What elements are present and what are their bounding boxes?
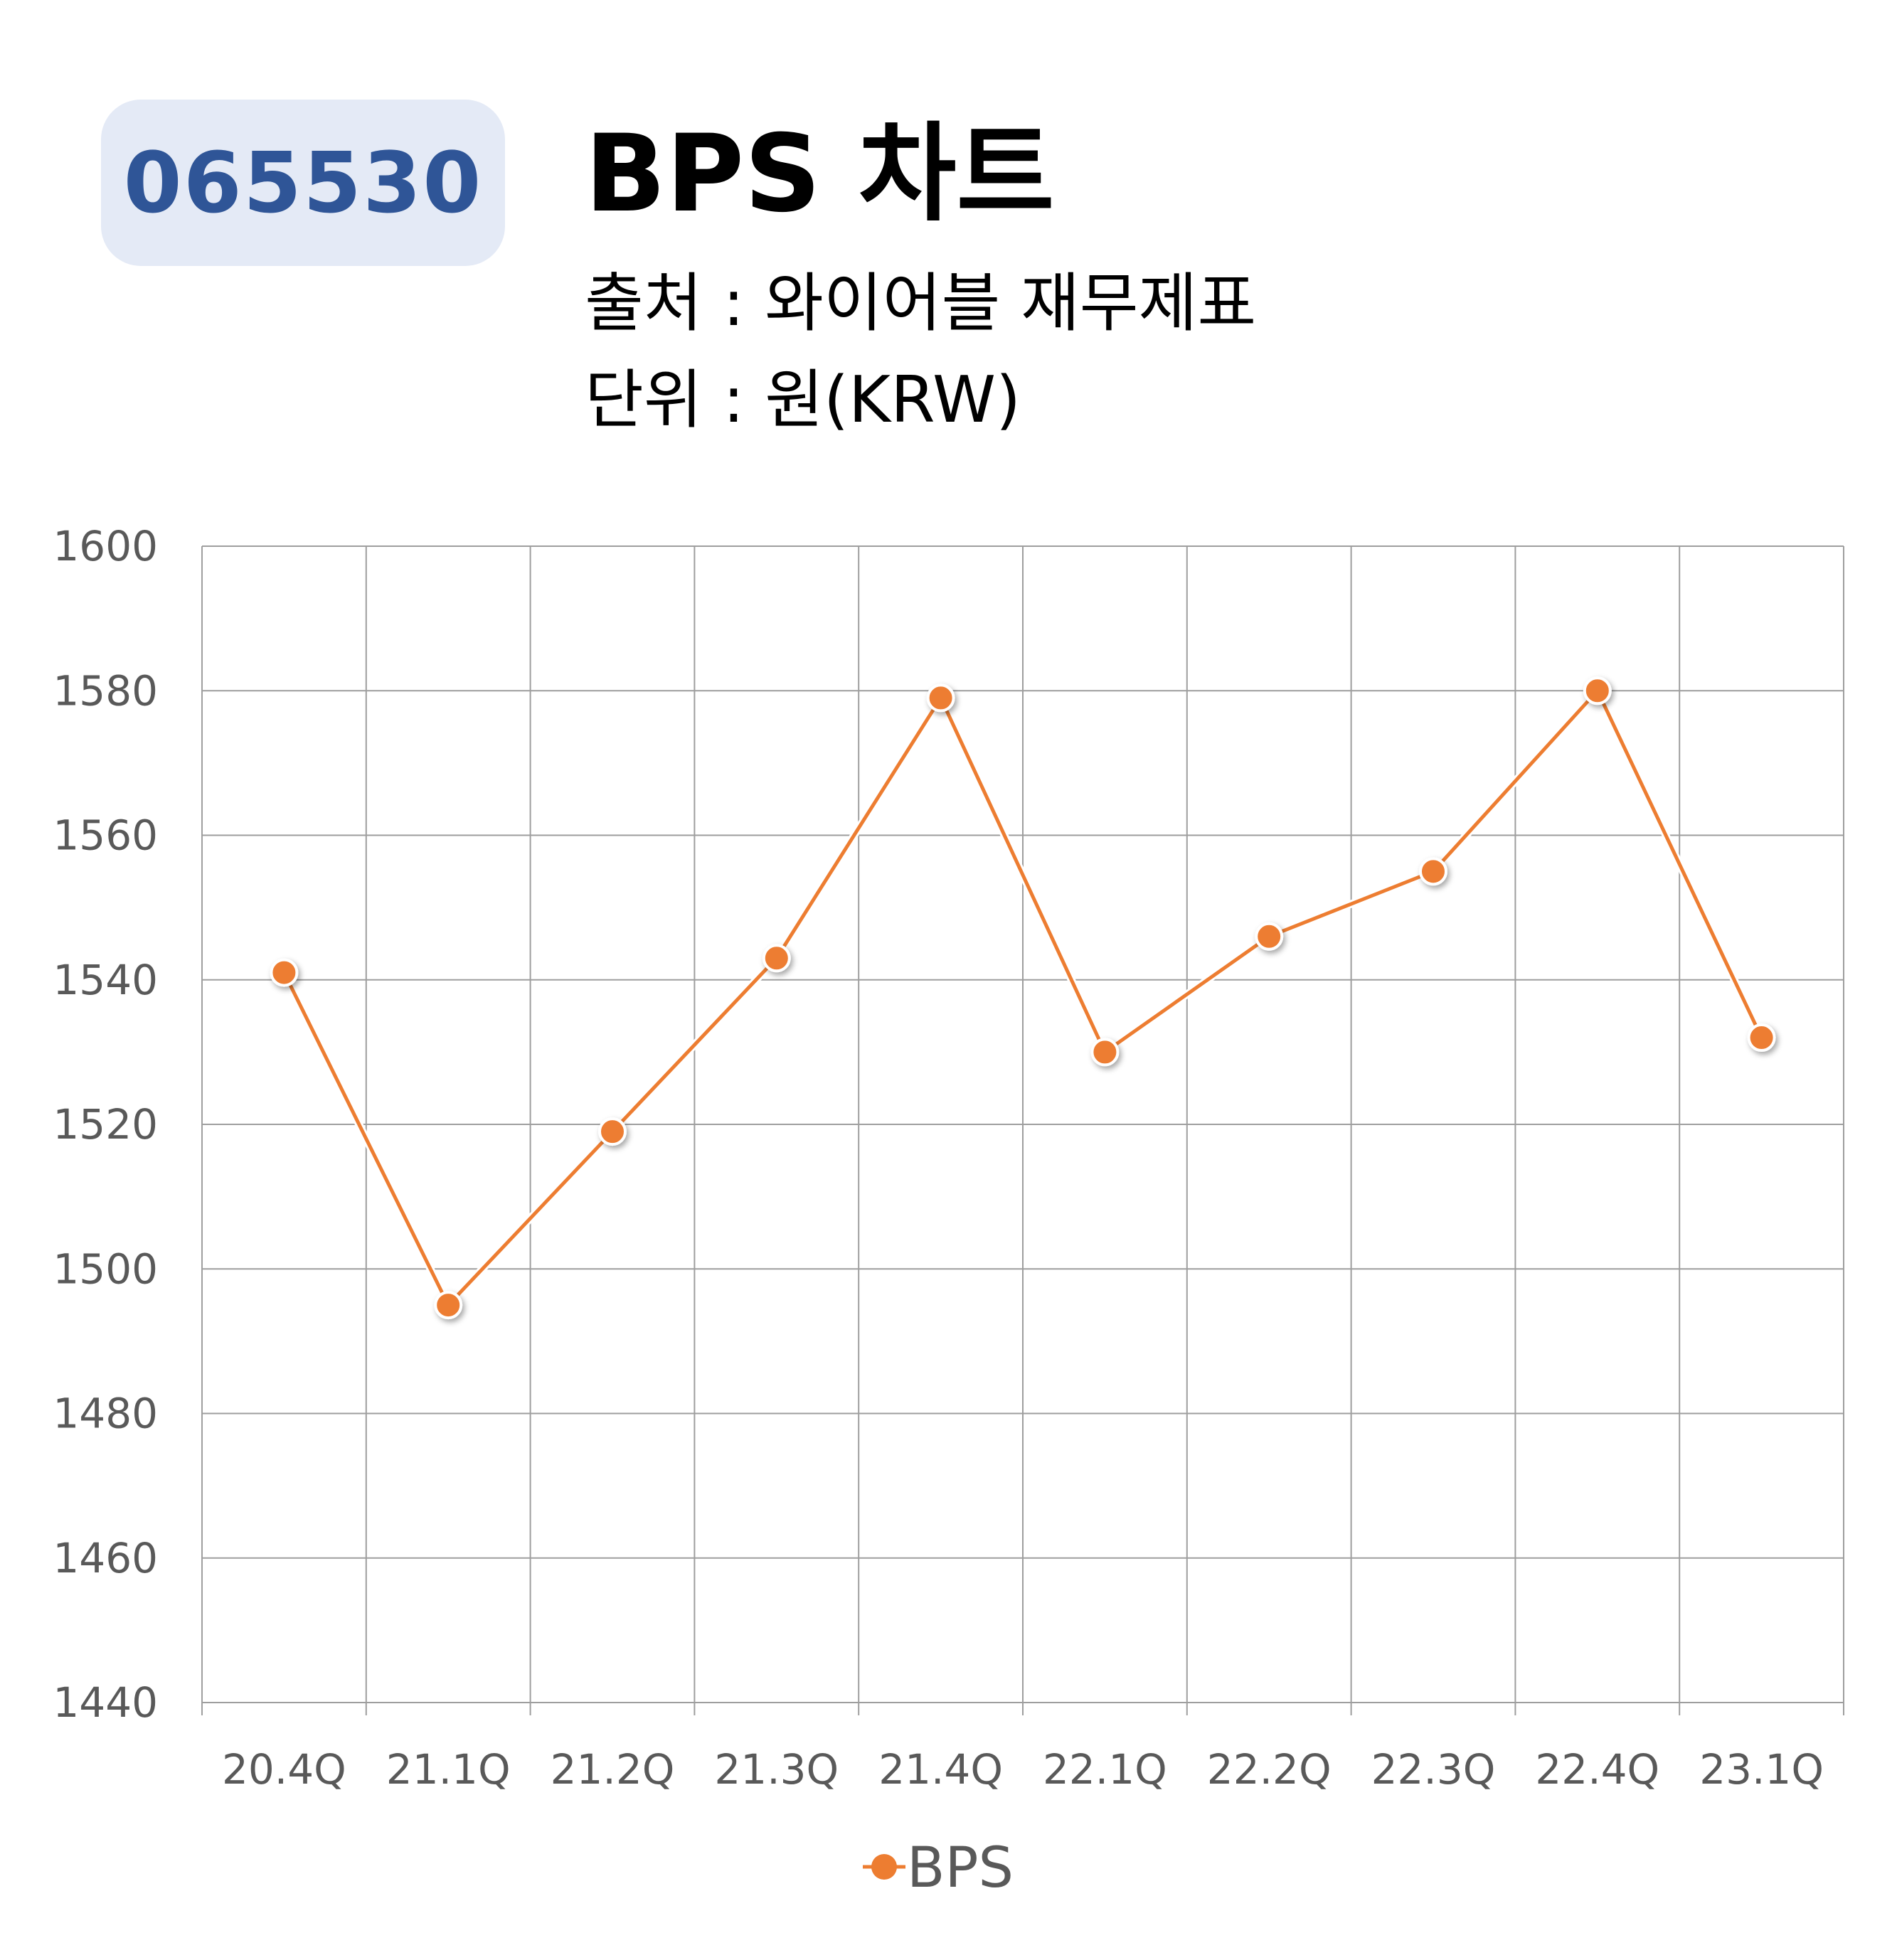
chart-title: BPS 차트 [585, 112, 1055, 236]
legend-label: BPS [907, 1836, 1014, 1900]
data-point [926, 683, 955, 713]
y-tick-label: 1540 [53, 956, 158, 1004]
unit-label: 단위 : 원(KRW) [585, 363, 1021, 437]
data-point [598, 1117, 627, 1146]
data-point [1747, 1023, 1776, 1053]
data-point [1255, 922, 1284, 951]
y-tick-label: 1460 [53, 1534, 158, 1582]
legend-marker [871, 1854, 897, 1880]
data-point [1090, 1038, 1120, 1067]
x-tick-label: 22.2Q [1207, 1745, 1332, 1794]
legend: BPS [863, 1836, 1014, 1900]
series-line [282, 688, 1763, 1307]
x-tick-label: 23.1Q [1699, 1745, 1824, 1794]
x-tick-label: 20.4Q [222, 1745, 346, 1794]
y-tick-label: 1520 [53, 1100, 158, 1149]
y-tick-label: 1580 [53, 666, 158, 715]
x-tick-label: 22.1Q [1043, 1745, 1167, 1794]
data-point [270, 958, 299, 987]
data-point [762, 944, 791, 973]
y-tick-label: 1560 [53, 811, 158, 860]
stock-code-badge: 065530 [101, 100, 505, 266]
x-tick-label: 21.3Q [714, 1745, 839, 1794]
x-tick-label: 22.4Q [1535, 1745, 1659, 1794]
x-tick-label: 21.2Q [551, 1745, 675, 1794]
series-bps [270, 676, 1776, 1320]
source-label: 출처 : 와이어블 재무제표 [585, 266, 1257, 341]
y-tick-label: 1600 [53, 522, 158, 570]
chart-grid [201, 545, 1844, 1715]
x-tick-label: 21.4Q [878, 1745, 1003, 1794]
y-axis: 1440 1460 1480 1500 1520 1540 1560 1580 1600 [53, 522, 158, 1727]
stock-code: 065530 [123, 134, 483, 232]
x-tick-label: 22.3Q [1371, 1745, 1496, 1794]
x-tick-label: 21.1Q [386, 1745, 511, 1794]
y-tick-label: 1480 [53, 1390, 158, 1438]
x-axis: 20.4Q 21.1Q 21.2Q 21.3Q 21.4Q 22.1Q 22.2Q 22.3Q… [222, 1745, 1824, 1794]
data-point [1419, 857, 1447, 886]
data-point [1583, 676, 1612, 705]
y-tick-label: 1500 [53, 1245, 158, 1293]
data-point [434, 1291, 463, 1320]
y-tick-label: 1440 [53, 1678, 158, 1727]
